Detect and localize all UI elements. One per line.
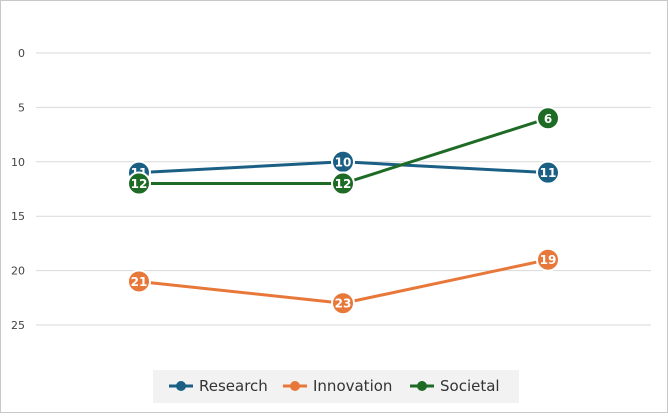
legend-marker-innovation	[290, 381, 300, 391]
data-point-innovation[interactable]	[536, 247, 560, 272]
data-point-societal[interactable]	[536, 106, 560, 131]
legend-label-innovation: Innovation	[313, 377, 392, 395]
series-innovation: 21 23 19	[127, 247, 560, 316]
y-tick-label: 20	[11, 265, 25, 278]
legend-marker-societal	[417, 381, 427, 391]
data-point-societal[interactable]	[331, 171, 355, 196]
data-label-societal: 6	[544, 112, 552, 126]
y-tick-label: 0	[18, 47, 25, 60]
series-societal: 12 12 6	[127, 106, 560, 196]
y-tick-label: 15	[11, 210, 25, 223]
y-axis-ticks: 0 5 10 15 20 25	[11, 47, 25, 332]
legend-label-research: Research	[199, 377, 268, 395]
legend[interactable]: Research Innovation Societal	[153, 370, 519, 403]
data-point-innovation[interactable]	[331, 291, 355, 316]
data-label-societal: 12	[131, 177, 148, 191]
y-tick-label: 25	[11, 319, 25, 332]
data-label-innovation: 23	[335, 297, 352, 311]
data-label-innovation: 19	[540, 253, 557, 267]
y-tick-label: 10	[11, 156, 25, 169]
data-label-innovation: 21	[131, 275, 148, 289]
data-label-research: 11	[540, 166, 557, 180]
series-layer: 11101121231912126	[127, 106, 560, 316]
data-point-research[interactable]	[536, 160, 560, 185]
data-point-innovation[interactable]	[127, 269, 151, 294]
data-point-societal[interactable]	[127, 171, 151, 196]
data-label-research: 10	[335, 155, 352, 169]
legend-item-research[interactable]: Research	[169, 377, 268, 395]
legend-item-societal[interactable]: Societal	[410, 377, 500, 395]
data-label-societal: 12	[335, 177, 352, 191]
y-tick-label: 5	[18, 101, 25, 114]
legend-marker-research	[176, 381, 186, 391]
legend-item-innovation[interactable]: Innovation	[283, 377, 392, 395]
legend-background	[153, 370, 519, 403]
legend-label-societal: Societal	[440, 377, 500, 395]
